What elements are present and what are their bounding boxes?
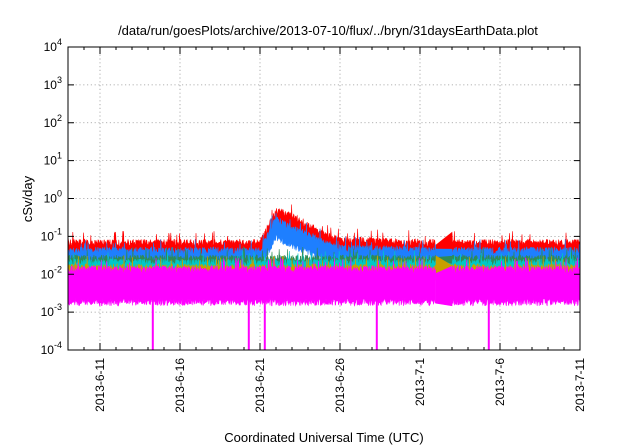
y-tick-label: 10-1 (41, 226, 62, 243)
chart-title: /data/run/goesPlots/archive/2013-07-10/f… (118, 23, 538, 38)
series-gap-connector (435, 242, 453, 249)
x-axis-label: Coordinated Universal Time (UTC) (224, 430, 423, 445)
x-axis: 2013-6-11 2013-6-16 2013-6-21 2013-6-26 2013… (67, 47, 587, 413)
x-tick-label: 2013-7-11 (573, 358, 587, 412)
y-tick-label: 104 (44, 37, 62, 54)
x-tick-label: 2013-6-11 (93, 358, 107, 412)
y-tick-label: 10-3 (41, 302, 62, 319)
y-axis-label: cSv/day (20, 175, 35, 222)
y-tick-label: 10-4 (41, 340, 62, 357)
y-axis: 10-4 10-3 10-2 10-1 100 101 102 103 104 (41, 37, 580, 357)
series-band (67, 257, 436, 307)
series-gap-connector (435, 277, 453, 285)
y-tick-label: 102 (44, 113, 62, 130)
y-tick-label: 101 (44, 151, 62, 168)
series-group (67, 204, 581, 350)
y-tick-label: 100 (44, 189, 62, 206)
x-tick-label: 2013-7-6 (493, 358, 507, 406)
x-tick-label: 2013-6-26 (333, 358, 347, 413)
x-tick-label: 2013-7-1 (413, 358, 427, 406)
x-tick-label: 2013-6-16 (173, 358, 187, 413)
x-tick-label: 2013-6-21 (253, 358, 267, 413)
y-tick-label: 10-2 (41, 264, 62, 281)
y-tick-label: 103 (44, 75, 62, 92)
